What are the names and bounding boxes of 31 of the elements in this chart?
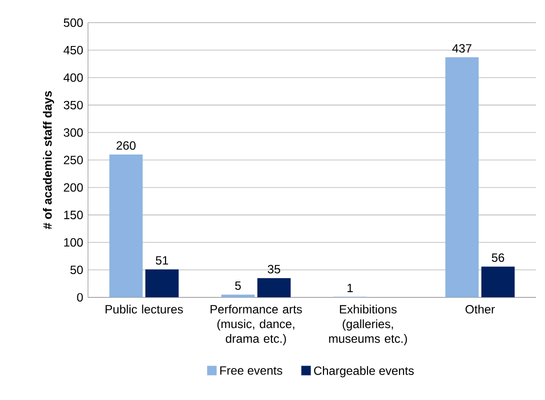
y-tick-label: 200: [64, 183, 83, 192]
legend-label: Chargeable events: [314, 366, 414, 378]
y-tick-label: 250: [64, 156, 83, 164]
y-tick-label: 100: [64, 238, 83, 247]
bar: [445, 57, 479, 298]
x-tick-label: Public lectures: [106, 304, 183, 314]
data-label: 56: [492, 253, 504, 262]
data-label: 1: [348, 284, 353, 292]
data-label: 35: [268, 264, 280, 274]
bar: [109, 154, 143, 298]
y-tick-label: 500: [64, 18, 83, 27]
y-tick-label: 450: [64, 46, 83, 54]
y-tick-label: 150: [64, 210, 83, 220]
data-label: 5: [235, 282, 241, 290]
bar: [145, 269, 179, 298]
y-tick-label: 400: [64, 73, 83, 82]
y-axis-title: # of academic staff days: [42, 91, 54, 230]
bar: [257, 278, 291, 298]
x-tick-label: Other: [466, 304, 495, 314]
data-label: 437: [452, 44, 472, 53]
data-label: 51: [156, 256, 168, 265]
bar: [221, 294, 255, 298]
bar: [481, 266, 515, 298]
x-tick-label: Performance arts (music, dance, drama etc.): [210, 304, 302, 346]
x-tick-label: Exhibitions (galleries, museums etc.): [329, 304, 407, 346]
y-tick-label: 0: [77, 293, 83, 302]
y-tick-label: 350: [64, 100, 83, 110]
y-tick-label: 50: [70, 266, 83, 274]
y-tick-label: 300: [64, 128, 83, 137]
legend-label: Free events: [220, 366, 282, 375]
data-label: 260: [116, 141, 136, 150]
